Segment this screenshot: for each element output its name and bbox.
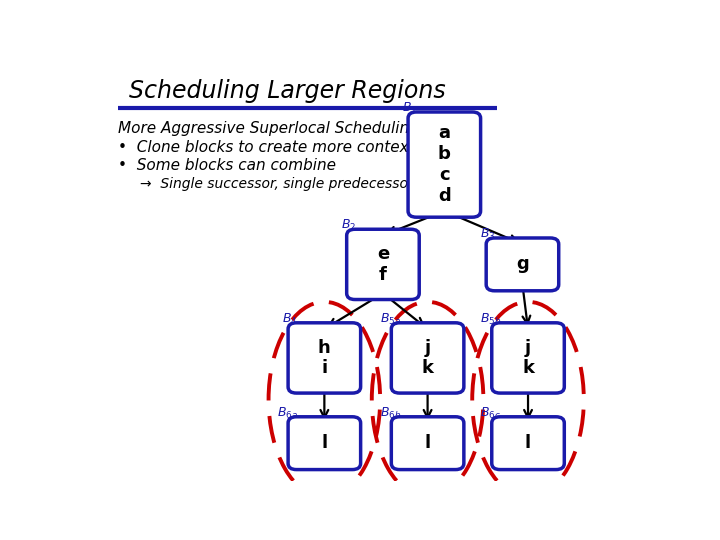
Text: j
k: j k: [522, 339, 534, 377]
FancyBboxPatch shape: [492, 417, 564, 470]
Text: $B_{1}$: $B_{1}$: [402, 101, 418, 116]
FancyBboxPatch shape: [347, 230, 419, 300]
Text: g: g: [516, 255, 528, 273]
FancyBboxPatch shape: [486, 238, 559, 291]
Text: Scheduling Larger Regions: Scheduling Larger Regions: [129, 79, 446, 103]
Text: More Aggressive Superlocal Scheduling: More Aggressive Superlocal Scheduling: [118, 121, 418, 136]
FancyBboxPatch shape: [392, 417, 464, 470]
Text: a
b
c
d: a b c d: [438, 124, 451, 205]
Text: $B_{5b}$: $B_{5b}$: [480, 312, 501, 327]
Text: →  Single successor, single predecessor: → Single successor, single predecessor: [140, 177, 414, 191]
Text: •  Clone blocks to create more context: • Clone blocks to create more context: [118, 140, 415, 154]
Text: l: l: [321, 434, 328, 452]
Text: $B_{6b}$: $B_{6b}$: [379, 406, 401, 421]
FancyBboxPatch shape: [288, 417, 361, 470]
Text: $B_{3}$: $B_{3}$: [480, 227, 495, 242]
Text: $B_{2}$: $B_{2}$: [341, 218, 356, 233]
Text: $B_{5a}$: $B_{5a}$: [380, 312, 401, 327]
Text: l: l: [425, 434, 431, 452]
Text: $B_{6c}$: $B_{6c}$: [480, 406, 501, 421]
Text: $B_{4}$: $B_{4}$: [282, 312, 297, 327]
FancyBboxPatch shape: [408, 112, 481, 217]
FancyBboxPatch shape: [392, 323, 464, 393]
Text: h
i: h i: [318, 339, 330, 377]
Text: •  Some blocks can combine: • Some blocks can combine: [118, 158, 336, 173]
Text: $B_{6a}$: $B_{6a}$: [276, 406, 297, 421]
FancyBboxPatch shape: [492, 323, 564, 393]
FancyBboxPatch shape: [288, 323, 361, 393]
Text: j
k: j k: [422, 339, 433, 377]
Text: e
f: e f: [377, 245, 389, 284]
Text: l: l: [525, 434, 531, 452]
